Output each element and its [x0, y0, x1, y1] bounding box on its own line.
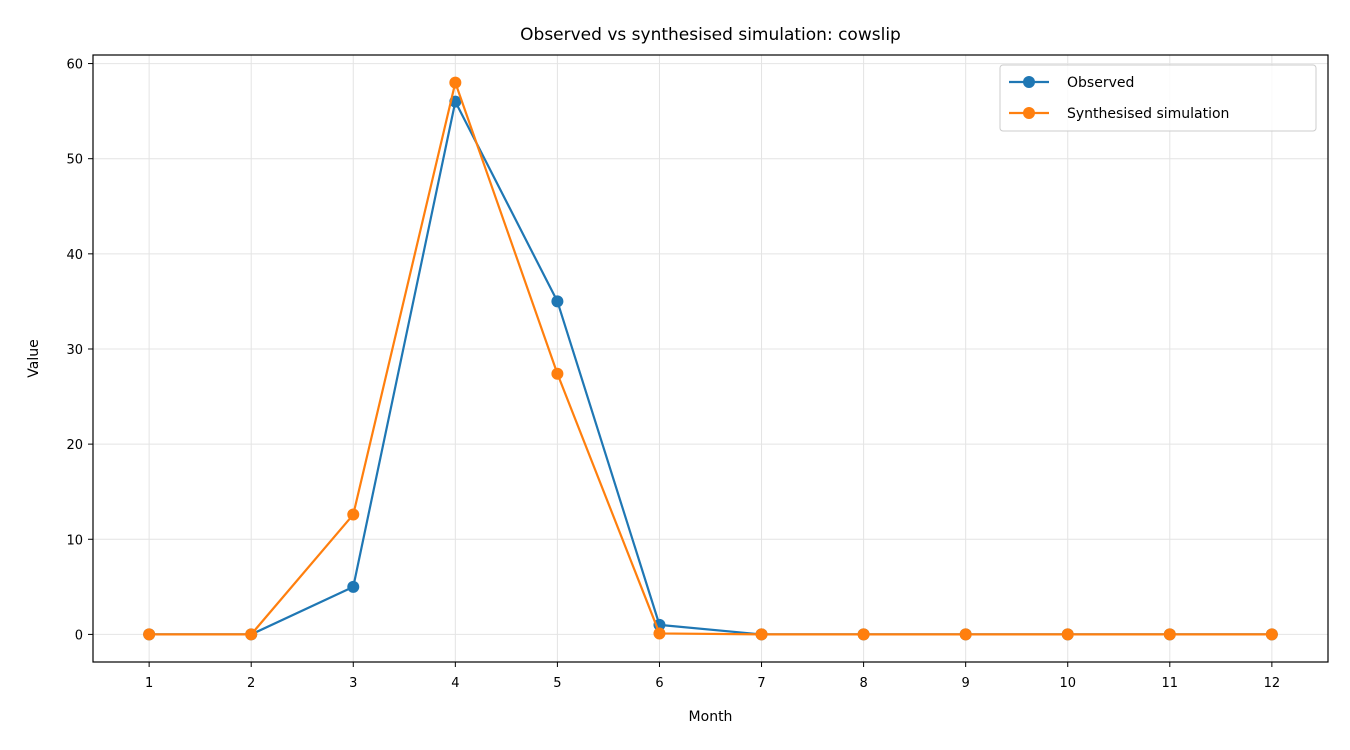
x-tick-label: 4 [451, 676, 459, 691]
x-tick-label: 5 [553, 676, 561, 691]
data-point [755, 628, 768, 641]
legend-label: Synthesised simulation [1067, 106, 1229, 122]
x-tick-label: 3 [349, 676, 357, 691]
data-point [959, 628, 972, 641]
series-layer [143, 76, 1278, 641]
legend-marker [1023, 107, 1035, 119]
y-tick-label: 30 [66, 343, 83, 358]
legend-box [999, 64, 1317, 132]
x-tick-label: 2 [247, 676, 255, 691]
data-point [857, 628, 870, 641]
plot-frame [92, 54, 1329, 663]
grid [93, 55, 1328, 662]
y-tick-label: 50 [66, 153, 83, 168]
y-tick-label: 40 [66, 248, 83, 263]
y-tick-label: 60 [66, 58, 83, 73]
y-tick-label: 10 [66, 533, 83, 548]
x-tick-label: 10 [1059, 676, 1076, 691]
data-point [551, 367, 564, 380]
chart-title: Observed vs synthesised simulation: cows… [520, 25, 901, 45]
data-point [245, 628, 258, 641]
x-tick-label: 6 [655, 676, 663, 691]
data-point [1265, 628, 1278, 641]
data-point [143, 628, 156, 641]
x-tick-label: 12 [1264, 676, 1281, 691]
x-tick-label: 8 [859, 676, 867, 691]
x-tick-label: 7 [757, 676, 765, 691]
x-tick-label: 1 [145, 676, 153, 691]
data-point [449, 76, 462, 89]
x-tick-label: 9 [962, 676, 970, 691]
data-point [1163, 628, 1176, 641]
data-point [653, 627, 666, 640]
legend-entry: Observed [1009, 75, 1134, 91]
legend-marker [1023, 76, 1035, 88]
legend: Observed Synthesised simulation [999, 64, 1317, 132]
data-point [1061, 628, 1074, 641]
data-point [347, 508, 360, 521]
series-line [149, 81, 1272, 636]
y-axis-label: Value [26, 339, 42, 377]
y-tick-label: 20 [66, 438, 83, 453]
legend-label: Observed [1067, 75, 1134, 91]
data-point [347, 580, 360, 593]
x-tick-label: 11 [1162, 676, 1179, 691]
series-2 [143, 76, 1278, 641]
legend-entry: Synthesised simulation [1009, 106, 1229, 122]
x-axis-label: Month [689, 709, 733, 725]
y-tick-label: 0 [75, 628, 83, 643]
data-point [551, 295, 564, 308]
